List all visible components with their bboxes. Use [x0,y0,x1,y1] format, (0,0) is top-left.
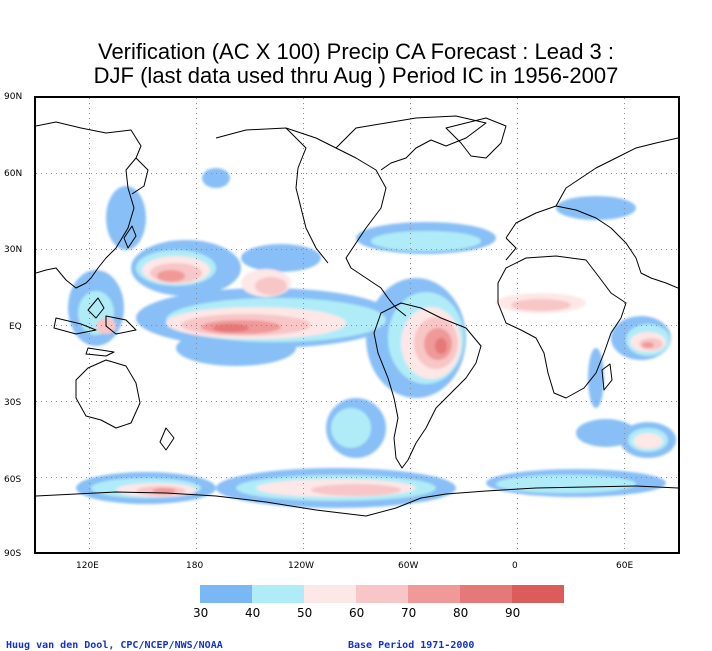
lat-label-90s: 90S [4,549,22,559]
coastlines [36,115,678,517]
lon-label-120e: 120E [76,561,99,571]
colorbar-swatch-70-80 [408,585,460,603]
colorbar-label-90: 90 [505,606,521,620]
lat-label-30n: 30N [4,245,23,255]
lon-label-180: 180 [186,561,204,571]
colorbar-swatch-90-plus [512,585,564,603]
colorbar-swatch-30-40 [200,585,252,603]
colorbar-swatch-80-90 [460,585,512,603]
base-period-credit: Base Period 1971-2000 [348,640,475,651]
grid-lines [36,98,678,552]
colorbar-label-60: 60 [349,606,365,620]
chart-title-line-2: DJF (last data used thru Aug ) Period IC… [93,63,619,88]
lat-label-30s: 30S [4,398,22,408]
colorbar-swatch-60-70 [356,585,408,603]
colorbar-label-80: 80 [453,606,469,620]
global-map-panel [34,96,680,554]
chart-title-line-1: Verification (AC X 100) Precip CA Foreca… [97,39,615,64]
colorbar-swatch-40-50 [252,585,304,603]
colorbar-swatch-50-60 [304,585,356,603]
colorbar-label-30: 30 [193,606,209,620]
lon-label-60e: 60E [616,561,634,571]
lat-label-60n: 60N [4,169,23,179]
colorbar-label-50: 50 [297,606,313,620]
lon-label-0: 0 [512,561,518,571]
lat-label-eq: EQ [9,322,22,332]
shading-layer [68,168,676,508]
lat-label-90n: 90N [4,92,23,102]
map-svg [36,98,678,552]
colorbar-label-70: 70 [401,606,417,620]
lon-label-60w: 60W [398,561,419,571]
author-credit: Huug van den Dool, CPC/NCEP/NWS/NOAA [6,640,223,651]
lon-label-120w: 120W [288,561,315,571]
colorbar-label-40: 40 [245,606,261,620]
lat-label-60s: 60S [4,475,22,485]
